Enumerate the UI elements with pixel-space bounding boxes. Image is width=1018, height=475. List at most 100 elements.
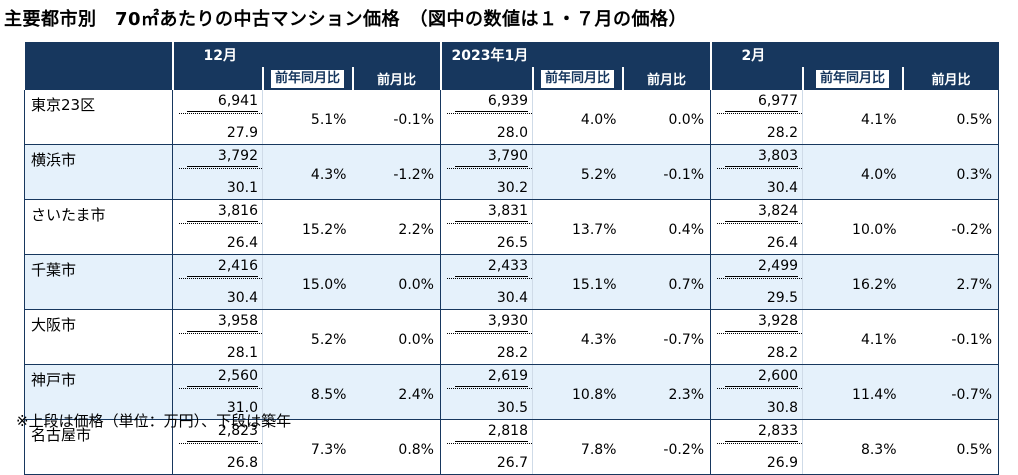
price-value: 3,816 <box>217 203 258 219</box>
mom-header: 前月比 <box>621 67 711 90</box>
price-age-cell: 3,790 30.2 <box>440 144 533 200</box>
price-underline <box>455 166 528 167</box>
mom-change: 0.0% <box>352 254 441 310</box>
footnote: ※上段は価格（単位：万円）、下段は築年 <box>16 412 292 430</box>
yoy-change: 5.2% <box>532 144 623 200</box>
price-underline <box>455 386 528 387</box>
building-age-value: 26.7 <box>496 455 528 471</box>
mom-change: -0.7% <box>902 364 1000 420</box>
table-title: 主要都市別 70㎡あたりの中古マンション価格 （図中の数値は１・７月の価格） <box>4 9 688 30</box>
mom-change: 0.8% <box>352 419 441 475</box>
yoy-change: 8.3% <box>802 419 903 475</box>
price-age-cell: 2,619 30.5 <box>440 364 533 420</box>
table-row: 神戸市 2,560 31.0 8.5% 2.4% 2,619 30.5 10.8% 2.3% 2,… <box>24 364 1000 420</box>
city-name: 大阪市 <box>24 309 173 365</box>
yoy-change: 10.0% <box>802 199 903 255</box>
price-underline <box>187 166 258 167</box>
building-age-value: 30.5 <box>496 400 528 416</box>
price-value: 3,803 <box>757 148 799 164</box>
cell-divider <box>717 333 803 334</box>
cell-divider <box>717 113 803 114</box>
cell-divider <box>447 388 532 389</box>
mom-header: 前月比 <box>901 67 999 90</box>
mom-change: -0.1% <box>352 90 441 145</box>
cell-divider <box>447 278 532 279</box>
mom-header: 前月比 <box>351 67 441 90</box>
building-age-value: 29.5 <box>766 290 799 306</box>
price-value: 2,560 <box>217 368 258 384</box>
yoy-change: 5.2% <box>262 309 353 365</box>
cell-divider <box>179 278 262 279</box>
table-row: さいたま市 3,816 26.4 15.2% 2.2% 3,831 26.5 13.7% 0.4… <box>24 199 1000 255</box>
yoy-header: 前年同月比 <box>801 67 903 90</box>
price-underline <box>725 111 799 112</box>
mom-change: -0.2% <box>622 419 711 475</box>
table-row: 大阪市 3,958 28.1 5.2% 0.0% 3,930 28.2 4.3% -0.7% 3,… <box>24 309 1000 365</box>
building-age-value: 26.4 <box>226 235 258 251</box>
city-name: 横浜市 <box>24 144 173 200</box>
price-age-cell: 3,831 26.5 <box>440 199 533 255</box>
mom-change: 0.7% <box>622 254 711 310</box>
yoy-change: 4.0% <box>802 144 903 200</box>
price-header-blank <box>171 67 263 90</box>
building-age-value: 26.8 <box>226 455 258 471</box>
price-underline <box>725 166 799 167</box>
yoy-change: 15.1% <box>532 254 623 310</box>
building-age-value: 28.2 <box>766 345 799 361</box>
building-age-value: 30.2 <box>496 180 528 196</box>
price-underline <box>455 221 528 222</box>
building-age-value: 28.1 <box>226 345 258 361</box>
month-header: 12月 <box>171 42 441 67</box>
price-underline <box>187 386 258 387</box>
mom-change: 0.3% <box>902 144 1000 200</box>
yoy-change: 13.7% <box>532 199 623 255</box>
price-underline <box>455 331 528 332</box>
price-value: 3,928 <box>757 313 799 329</box>
price-value: 2,823 <box>217 423 258 439</box>
building-age-value: 30.4 <box>226 290 258 306</box>
yoy-change: 16.2% <box>802 254 903 310</box>
price-underline <box>725 386 799 387</box>
price-value: 2,833 <box>757 423 799 439</box>
price-table: 12月 2023年1月 2月 前年同月比 前月比 前年同月比 前月比 前年同月比… <box>24 42 1000 475</box>
price-value: 2,619 <box>487 368 528 384</box>
cell-divider <box>447 223 532 224</box>
price-value: 3,930 <box>487 313 528 329</box>
mom-change: -1.2% <box>352 144 441 200</box>
yoy-change: 4.0% <box>532 90 623 145</box>
mom-change: -0.2% <box>902 199 1000 255</box>
price-underline <box>725 441 799 442</box>
mom-change: 2.3% <box>622 364 711 420</box>
building-age-value: 26.4 <box>766 235 799 251</box>
price-value: 2,818 <box>487 423 528 439</box>
price-value: 6,941 <box>217 93 258 109</box>
price-value: 6,977 <box>757 93 799 109</box>
price-age-cell: 2,416 30.4 <box>172 254 263 310</box>
building-age-value: 30.8 <box>766 400 799 416</box>
mom-change: 0.5% <box>902 90 1000 145</box>
price-underline <box>187 221 258 222</box>
yoy-header: 前年同月比 <box>261 67 353 90</box>
table-row: 千葉市 2,416 30.4 15.0% 0.0% 2,433 30.4 15.1% 0.7% 2… <box>24 254 1000 310</box>
cell-divider <box>179 333 262 334</box>
price-value: 2,499 <box>757 258 799 274</box>
sub-header-row: 前年同月比 前月比 前年同月比 前月比 前年同月比 前月比 <box>24 67 999 90</box>
building-age-value: 26.9 <box>766 455 799 471</box>
table-row: 東京23区 6,941 27.9 5.1% -0.1% 6,939 28.0 4.0% 0.0%… <box>24 90 1000 145</box>
price-value: 6,939 <box>487 93 528 109</box>
price-value: 3,792 <box>217 148 258 164</box>
yoy-change: 15.2% <box>262 199 353 255</box>
price-age-cell: 2,560 31.0 <box>172 364 263 420</box>
price-age-cell: 3,803 30.4 <box>710 144 803 200</box>
yoy-change: 15.0% <box>262 254 353 310</box>
yoy-change: 10.8% <box>532 364 623 420</box>
city-name: 神戸市 <box>24 364 173 420</box>
building-age-value: 27.9 <box>226 125 258 141</box>
price-age-cell: 2,499 29.5 <box>710 254 803 310</box>
price-value: 3,824 <box>757 203 799 219</box>
yoy-change: 5.1% <box>262 90 353 145</box>
month-header-row: 12月 2023年1月 2月 <box>24 42 999 67</box>
cell-divider <box>717 388 803 389</box>
price-value: 2,433 <box>487 258 528 274</box>
month-header: 2月 <box>709 42 999 67</box>
